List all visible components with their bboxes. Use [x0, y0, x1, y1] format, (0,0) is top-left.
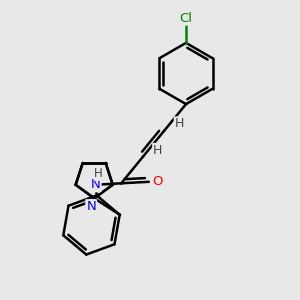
Text: N: N: [91, 178, 100, 191]
Text: Cl: Cl: [179, 11, 193, 25]
Text: H: H: [175, 117, 184, 130]
Text: H: H: [94, 167, 103, 180]
Text: H: H: [153, 144, 163, 157]
Text: O: O: [153, 175, 163, 188]
Text: N: N: [86, 200, 96, 213]
